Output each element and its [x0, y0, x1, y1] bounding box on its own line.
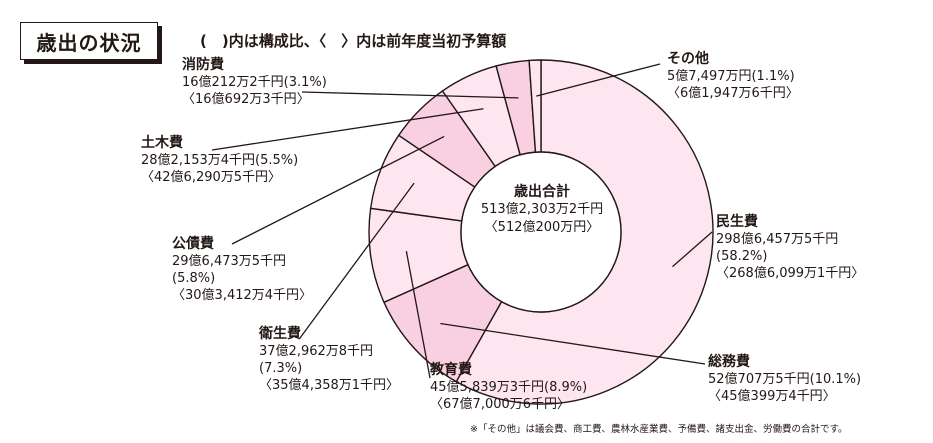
label-shobo-prev: 〈16億692万3千円〉	[182, 92, 310, 107]
label-minsei-amount: 298億6,457万5千円	[716, 232, 839, 247]
label-sonota: その他 5億7,497万円(1.1%) 〈6億1,947万6千円〉	[667, 51, 799, 102]
label-sonota-amount: 5億7,497万円(1.1%)	[667, 69, 795, 84]
label-kyoiku: 教育費 45億5,839万3千円(8.9%) 〈67億7,000万6千円〉	[430, 362, 587, 413]
label-minsei: 民生費 298億6,457万5千円 (58.2%) 〈268億6,099万1千円…	[716, 214, 864, 282]
label-minsei-name: 民生費	[716, 214, 758, 230]
label-shobo-name: 消防費	[182, 57, 224, 73]
label-sonota-name: その他	[667, 51, 709, 67]
total-label: 歳出合計 513億2,303万2千円 〈512億200万円〉	[467, 183, 617, 237]
label-kyoiku-name: 教育費	[430, 362, 472, 378]
label-kousai-prev: 〈30億3,412万4千円〉	[172, 288, 313, 303]
label-kyoiku-amount: 45億5,839万3千円(8.9%)	[430, 380, 588, 395]
leader-sonota	[536, 63, 661, 97]
label-kousai: 公債費 29億6,473万5千円 (5.8%) 〈30億3,412万4千円〉	[172, 236, 312, 304]
total-title: 歳出合計	[514, 184, 570, 200]
label-somu: 総務費 52億707万5千円(10.1%) 〈45億399万4千円〉	[708, 354, 861, 405]
label-eisei-amount: 37億2,962万8千円	[259, 344, 374, 359]
label-somu-prev: 〈45億399万4千円〉	[708, 389, 836, 404]
label-minsei-share: (58.2%)	[716, 249, 768, 264]
leader-kousai	[231, 135, 445, 245]
label-shobo: 消防費 16億212万2千円(3.1%) 〈16億692万3千円〉	[182, 57, 327, 108]
total-prev: 〈512億200万円〉	[484, 220, 600, 235]
label-eisei-prev: 〈35億4,358万1千円〉	[259, 378, 400, 393]
label-doboku: 土木費 28億2,153万4千円(5.5%) 〈42億6,290万5千円〉	[141, 135, 298, 186]
label-sonota-prev: 〈6億1,947万6千円〉	[667, 86, 799, 101]
label-kyoiku-prev: 〈67億7,000万6千円〉	[430, 397, 571, 412]
leader-eisei	[299, 182, 415, 339]
label-kousai-share: (5.8%)	[172, 271, 216, 286]
label-doboku-amount: 28億2,153万4千円(5.5%)	[141, 153, 299, 168]
donut-hole	[460, 151, 622, 313]
label-minsei-prev: 〈268億6,099万1千円〉	[716, 266, 865, 281]
label-eisei-name: 衛生費	[259, 326, 301, 342]
label-somu-amount: 52億707万5千円(10.1%)	[708, 372, 862, 387]
label-somu-name: 総務費	[708, 354, 750, 370]
label-kousai-name: 公債費	[172, 236, 214, 252]
leader-doboku	[211, 108, 484, 151]
leader-shobo	[301, 91, 519, 99]
page-title: 歳出の状況	[20, 22, 158, 60]
label-eisei-share: (7.3%)	[259, 361, 303, 376]
label-doboku-name: 土木費	[141, 135, 183, 151]
leader-minsei	[672, 231, 713, 268]
label-shobo-amount: 16億212万2千円(3.1%)	[182, 75, 327, 90]
label-doboku-prev: 〈42億6,290万5千円〉	[141, 170, 282, 185]
label-eisei: 衛生費 37億2,962万8千円 (7.3%) 〈35億4,358万1千円〉	[259, 326, 399, 394]
footnote: ※「その他」は議会費、商工費、農林水産業費、予備費、諸支出金、労働費の合計です。	[470, 424, 848, 435]
total-amount: 513億2,303万2千円	[480, 202, 604, 217]
legend-note: ( )内は構成比、〈 〉内は前年度当初予算額	[200, 32, 507, 50]
leader-kyoiku	[405, 251, 431, 379]
leader-somu	[440, 322, 706, 365]
label-kousai-amount: 29億6,473万5千円	[172, 254, 287, 269]
